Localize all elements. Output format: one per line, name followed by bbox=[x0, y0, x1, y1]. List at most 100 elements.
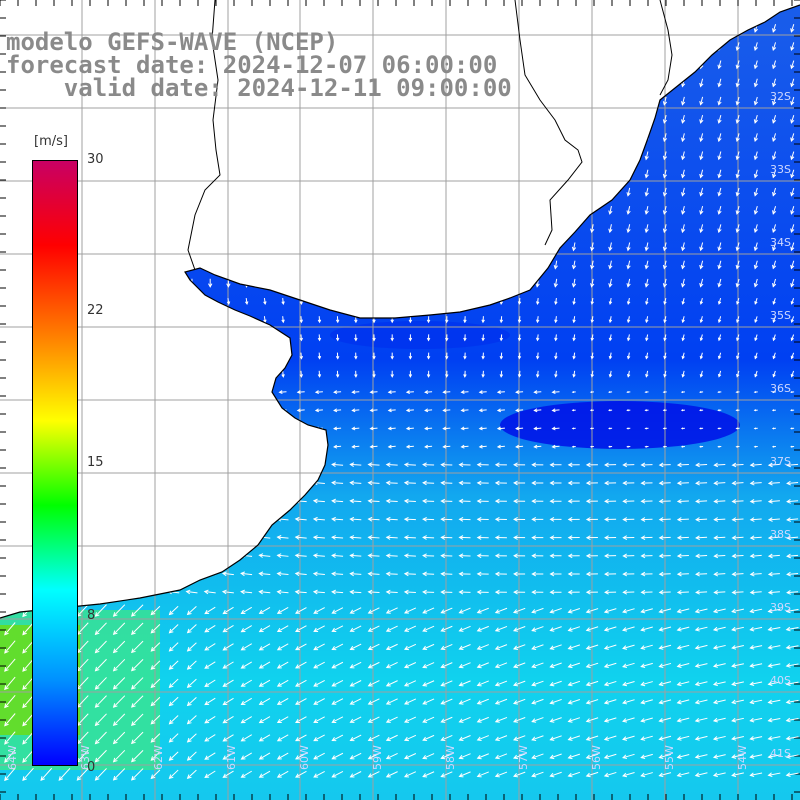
wind-arrow bbox=[645, 316, 649, 324]
wind-arrow bbox=[331, 625, 344, 632]
wind-arrow bbox=[731, 480, 744, 486]
wind-arrow bbox=[349, 625, 362, 632]
wind-arrow bbox=[440, 716, 453, 723]
wind-arrow bbox=[281, 316, 285, 324]
wind-arrow bbox=[772, 133, 777, 143]
wind-arrow bbox=[424, 408, 433, 413]
wind-arrow bbox=[622, 553, 635, 559]
wind-arrow bbox=[299, 316, 304, 324]
wind-arrow bbox=[767, 663, 781, 668]
wind-arrow bbox=[385, 462, 398, 468]
wind-arrow bbox=[403, 753, 417, 760]
wind-arrow bbox=[458, 553, 471, 559]
wind-arrow bbox=[331, 661, 344, 669]
wind-arrow bbox=[369, 426, 378, 431]
wind-arrow bbox=[676, 535, 689, 541]
wind-arrow bbox=[772, 60, 777, 70]
wind-arrow bbox=[549, 753, 562, 760]
wind-arrow bbox=[463, 334, 467, 342]
wind-arrow bbox=[258, 606, 271, 614]
wind-arrow bbox=[622, 498, 635, 504]
wind-arrow bbox=[622, 462, 635, 468]
wind-arrow bbox=[494, 517, 507, 522]
wind-arrow bbox=[767, 717, 781, 723]
wind-arrow bbox=[312, 498, 325, 504]
wind-arrow bbox=[772, 352, 776, 360]
wind-arrow bbox=[295, 770, 307, 778]
wind-arrow bbox=[390, 334, 394, 342]
wind-arrow bbox=[604, 571, 617, 577]
wind-arrow bbox=[699, 224, 704, 234]
wind-arrow bbox=[676, 717, 690, 723]
wind-arrow bbox=[717, 370, 722, 378]
wind-arrow bbox=[585, 571, 598, 577]
longitude-label: 64W bbox=[6, 745, 19, 770]
wind-arrow bbox=[713, 571, 726, 577]
wind-arrow bbox=[712, 644, 726, 650]
wind-arrow bbox=[367, 716, 380, 723]
wind-arrow bbox=[699, 278, 704, 288]
wind-arrow bbox=[94, 731, 107, 745]
wind-arrow bbox=[567, 480, 580, 486]
wind-arrow bbox=[385, 607, 398, 614]
wind-arrow bbox=[422, 680, 435, 687]
wind-arrow bbox=[204, 624, 216, 633]
wind-arrow bbox=[331, 516, 344, 522]
wind-arrow bbox=[644, 390, 649, 394]
wind-arrow bbox=[549, 498, 562, 504]
wind-arrow bbox=[749, 626, 763, 632]
wind-arrow bbox=[312, 516, 325, 522]
wind-arrow bbox=[130, 750, 144, 763]
wind-arrow bbox=[422, 607, 435, 614]
wind-arrow bbox=[699, 96, 704, 106]
wind-arrow bbox=[549, 644, 562, 650]
wind-arrow bbox=[240, 606, 253, 615]
wind-arrow bbox=[622, 644, 635, 650]
wind-arrow bbox=[731, 772, 744, 778]
wind-arrow bbox=[640, 608, 653, 614]
latitude-label: 36S bbox=[770, 382, 791, 395]
wind-arrow bbox=[604, 517, 617, 522]
wind-arrow bbox=[403, 698, 417, 705]
wind-arrow bbox=[258, 716, 271, 724]
wind-arrow bbox=[513, 626, 526, 632]
wind-arrow bbox=[294, 516, 307, 522]
wind-arrow bbox=[403, 498, 416, 504]
wind-arrow bbox=[676, 681, 690, 687]
wind-arrow bbox=[585, 480, 598, 486]
wind-arrow bbox=[589, 427, 594, 430]
wind-arrow bbox=[767, 645, 781, 650]
wind-minimum-core bbox=[500, 401, 740, 449]
wind-arrow bbox=[717, 78, 722, 88]
wind-arrow bbox=[440, 571, 453, 577]
wind-arrow bbox=[333, 426, 342, 431]
wind-arrow bbox=[150, 696, 161, 707]
wind-arrow bbox=[699, 187, 704, 197]
wind-arrow bbox=[517, 370, 522, 378]
wind-arrow bbox=[458, 607, 471, 614]
wind-arrow bbox=[369, 408, 378, 413]
wind-arrow bbox=[553, 260, 558, 270]
wind-arrow bbox=[276, 734, 289, 742]
wind-arrow bbox=[130, 622, 144, 635]
wind-arrow bbox=[753, 96, 758, 106]
wind-arrow bbox=[585, 498, 598, 504]
wind-arrow bbox=[681, 187, 686, 197]
wind-arrow bbox=[367, 734, 380, 742]
colorbar-tick: 30 bbox=[87, 152, 104, 167]
wind-arrow bbox=[712, 626, 726, 632]
wind-arrow bbox=[276, 589, 289, 595]
wind-arrow bbox=[754, 316, 758, 324]
wind-arrow bbox=[753, 187, 758, 197]
wind-arrow bbox=[767, 590, 780, 595]
wind-arrow bbox=[717, 206, 722, 215]
wind-arrow bbox=[676, 644, 690, 650]
wind-arrow bbox=[515, 390, 524, 395]
wind-arrow bbox=[313, 607, 325, 614]
wind-arrow bbox=[622, 662, 635, 669]
latitude-label: 39S bbox=[770, 601, 791, 614]
wind-arrow bbox=[367, 625, 380, 632]
wind-arrow bbox=[712, 717, 726, 723]
wind-arrow bbox=[499, 334, 504, 342]
wind-arrow bbox=[767, 681, 781, 687]
